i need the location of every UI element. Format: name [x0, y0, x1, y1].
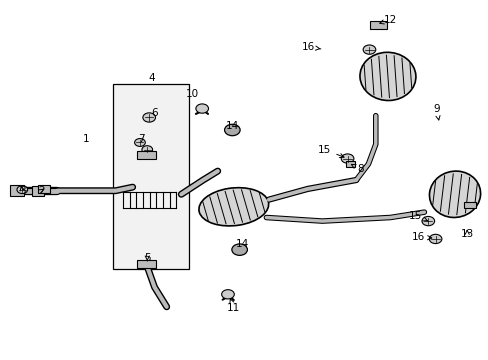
Bar [346, 161, 354, 167]
Text: 13: 13 [460, 229, 473, 239]
Text: 11: 11 [227, 299, 240, 313]
Bar [136, 260, 156, 268]
Text: 4: 4 [148, 73, 155, 83]
Circle shape [142, 113, 155, 122]
Text: 7: 7 [137, 134, 144, 144]
Text: 15: 15 [318, 145, 343, 158]
Circle shape [221, 290, 234, 299]
Text: 1: 1 [83, 134, 90, 144]
Bar [32, 186, 43, 196]
Bar [38, 185, 50, 193]
Text: 10: 10 [185, 89, 199, 99]
Text: 5: 5 [143, 253, 150, 263]
Text: 14: 14 [235, 239, 248, 249]
Circle shape [17, 186, 28, 194]
Text: 9: 9 [432, 104, 439, 120]
Text: 16: 16 [302, 42, 320, 52]
Bar [113, 84, 188, 269]
Text: 3: 3 [19, 186, 25, 196]
Circle shape [224, 124, 240, 136]
Ellipse shape [199, 188, 268, 226]
Text: 15: 15 [408, 211, 427, 221]
Ellipse shape [428, 171, 480, 217]
Bar [10, 185, 24, 197]
Circle shape [134, 139, 145, 147]
Text: 8: 8 [350, 164, 363, 174]
Circle shape [421, 216, 434, 226]
Bar [137, 151, 155, 159]
Text: 6: 6 [151, 108, 158, 118]
Circle shape [231, 244, 247, 255]
Text: 2: 2 [38, 186, 44, 196]
Circle shape [428, 234, 441, 244]
Bar [463, 202, 475, 208]
Circle shape [341, 154, 353, 163]
Text: 16: 16 [411, 232, 431, 242]
Circle shape [196, 104, 208, 113]
Circle shape [363, 45, 375, 54]
Bar [369, 21, 386, 28]
Ellipse shape [359, 52, 415, 100]
Text: 12: 12 [379, 15, 396, 25]
Circle shape [142, 146, 152, 154]
Text: 14: 14 [226, 121, 239, 131]
